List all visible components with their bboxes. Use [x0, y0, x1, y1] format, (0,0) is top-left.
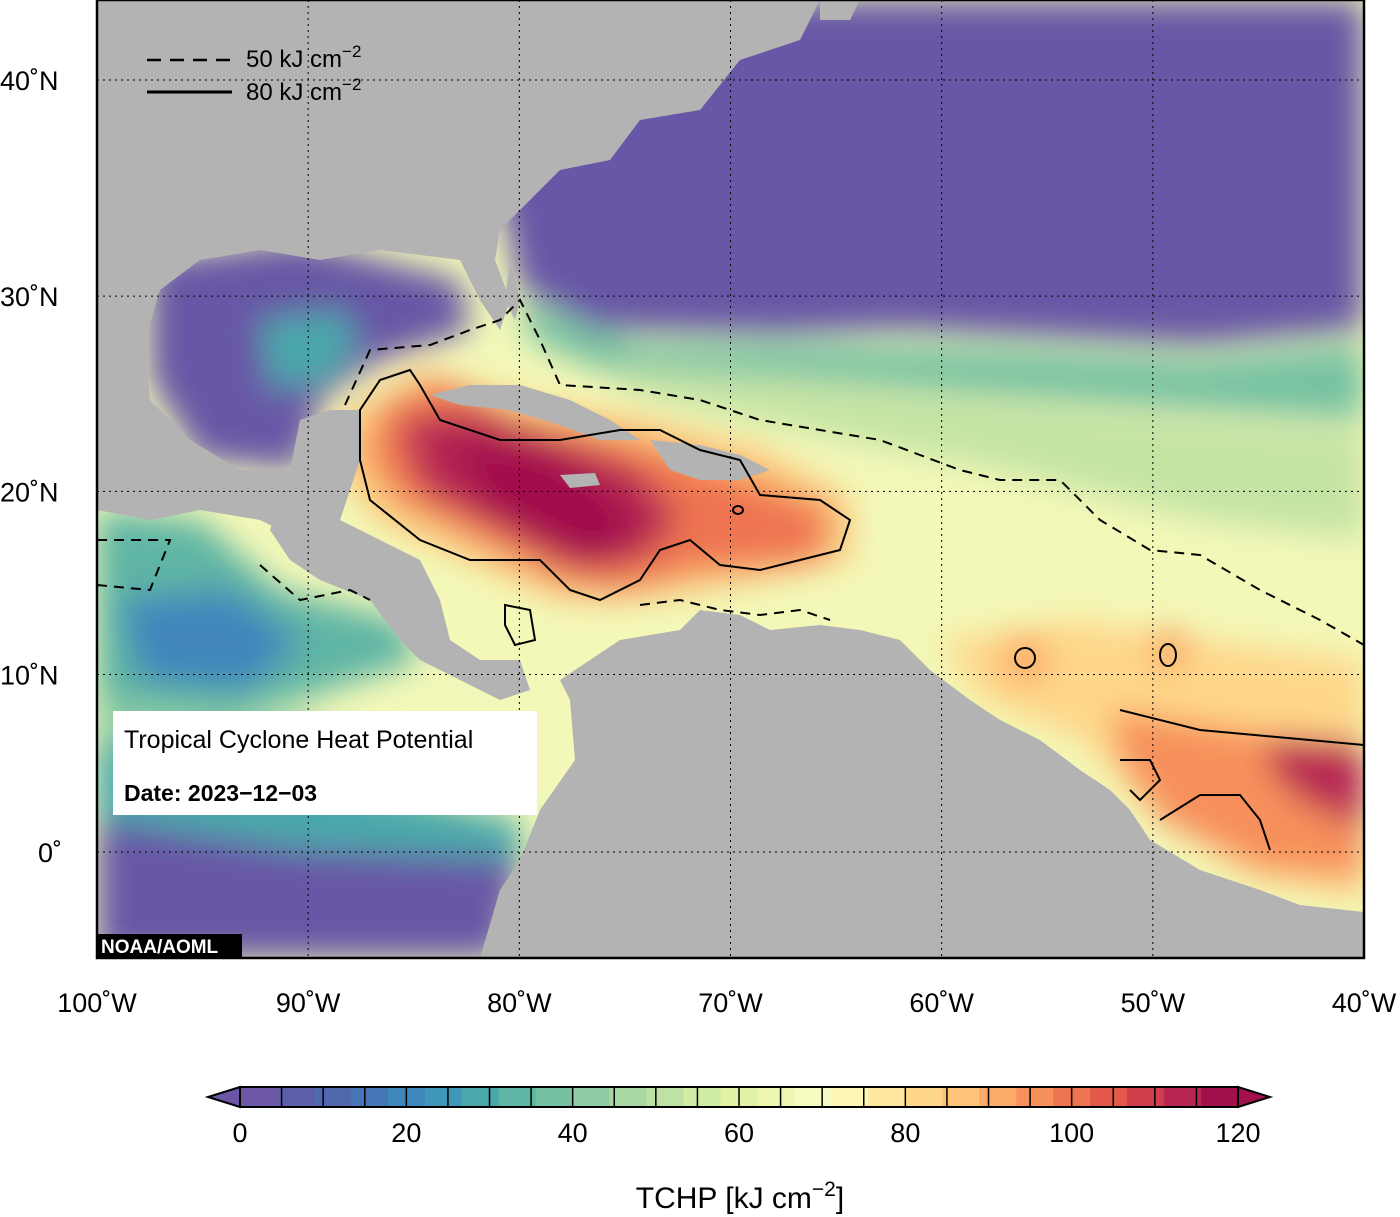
contour-80	[359, 368, 1364, 851]
colorbar-bin	[313, 1087, 352, 1107]
colorbar-bin	[868, 1087, 906, 1107]
colorbar-bin	[350, 1087, 389, 1107]
longitude-tick-label: 50˚W	[1121, 988, 1186, 1018]
credit-bg	[97, 934, 242, 958]
colorbar-bin	[240, 1087, 278, 1107]
contour-50	[97, 298, 1364, 646]
longitude-tick-label: 100˚W	[57, 988, 137, 1018]
colorbar-tick-label: 120	[1215, 1118, 1260, 1148]
colorbar-tick-label: 20	[391, 1118, 421, 1148]
legend-50-label: 50 kJ cm−2	[246, 42, 361, 73]
contour-legend: 50 kJ cm−2 80 kJ cm−2	[147, 42, 361, 106]
colorbar-tick-label: 60	[724, 1118, 754, 1148]
latitude-tick-label: 30˚N	[0, 282, 59, 312]
colorbar-bin	[831, 1087, 869, 1107]
colorbar-bin	[1090, 1087, 1128, 1107]
colorbar-bin	[1016, 1087, 1054, 1107]
latitude-tick-label: 10˚N	[0, 660, 59, 690]
longitude-tick-label: 80˚W	[487, 988, 552, 1018]
colorbar-max-extend	[1237, 1085, 1274, 1109]
colorbar-bin	[424, 1087, 463, 1107]
land	[97, 0, 1364, 958]
colorbar-bin	[646, 1087, 685, 1107]
longitude-tick-label: 70˚W	[698, 988, 763, 1018]
colorbar-tick-label: 40	[558, 1118, 588, 1148]
latitude-labels: 40˚N 30˚N 20˚N 10˚N 0˚	[0, 66, 62, 868]
colorbar-label: TCHP [kJ cm−2]	[636, 1178, 844, 1215]
colorbar-bin	[535, 1087, 574, 1107]
colorbar-bin	[757, 1087, 796, 1107]
longitude-tick-label: 60˚W	[909, 988, 974, 1018]
colorbar-bin	[942, 1087, 980, 1107]
colorbar-bin	[609, 1087, 648, 1107]
credit-text: NOAA/AOML	[101, 937, 219, 958]
colorbar-bin	[498, 1087, 537, 1107]
map-frame	[95, 0, 1366, 960]
colorbar-bin	[276, 1087, 315, 1107]
colorbar-tick-label: 100	[1049, 1118, 1094, 1148]
colorbar-bin	[572, 1087, 611, 1107]
latitude-tick-label: 20˚N	[0, 477, 59, 507]
colorbar-bin	[461, 1087, 500, 1107]
colorbar-bin	[1127, 1087, 1165, 1107]
colorbar-bin	[683, 1087, 722, 1107]
credit-badge: NOAA/AOML	[97, 934, 242, 958]
colorbar-tick-label: 0	[232, 1118, 247, 1148]
longitude-tick-label: 40˚W	[1332, 988, 1397, 1018]
colorbar-tick-label: 80	[890, 1118, 920, 1148]
longitude-labels: 100˚W 90˚W 80˚W 70˚W 60˚W 50˚W 40˚W	[57, 988, 1397, 1018]
colorbar-bin	[979, 1087, 1017, 1107]
title-box-bg	[113, 711, 537, 815]
map-title: Tropical Cyclone Heat Potential	[124, 726, 473, 754]
colorbar-bin	[905, 1087, 943, 1107]
colorbar-min-extend	[204, 1085, 241, 1109]
legend-80-label: 80 kJ cm−2	[246, 75, 361, 106]
colorbar: 0 20 40 60 80 100 120	[204, 1085, 1274, 1148]
map-date: Date: 2023−12−03	[124, 780, 317, 806]
latitude-tick-label: 40˚N	[0, 66, 59, 96]
colorbar-bin	[1164, 1087, 1202, 1107]
longitude-tick-label: 90˚W	[276, 988, 341, 1018]
colorbar-bin	[1201, 1087, 1239, 1107]
latitude-tick-label: 0˚	[38, 838, 62, 868]
colorbar-bin	[794, 1087, 833, 1107]
title-box: Tropical Cyclone Heat Potential Date: 20…	[113, 711, 537, 815]
